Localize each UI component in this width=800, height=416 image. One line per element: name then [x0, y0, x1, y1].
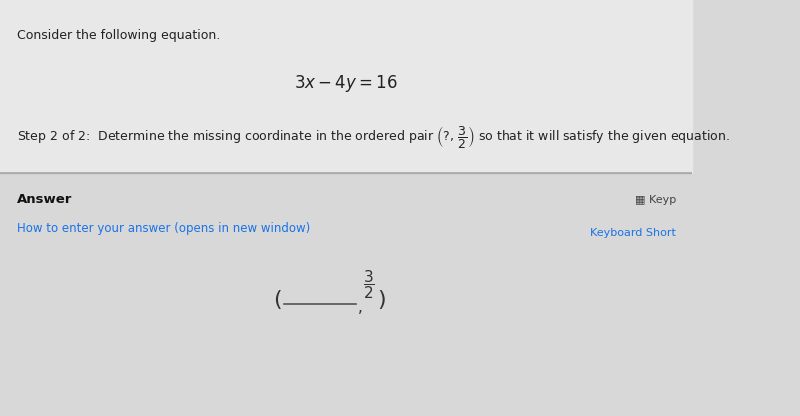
Text: (: (	[273, 290, 282, 310]
Text: Step 2 of 2:  Determine the missing coordinate in the ordered pair $\left(?,\,\d: Step 2 of 2: Determine the missing coord…	[18, 124, 730, 150]
Bar	[0, 0, 691, 173]
Text: $3x - 4y = 16$: $3x - 4y = 16$	[294, 73, 398, 94]
Text: Keyboard Short: Keyboard Short	[590, 228, 676, 238]
Text: Consider the following equation.: Consider the following equation.	[18, 29, 221, 42]
Text: $\dfrac{3}{2}$: $\dfrac{3}{2}$	[363, 269, 374, 301]
Text: Answer: Answer	[18, 193, 73, 206]
Text: ▦ Keyp: ▦ Keyp	[635, 195, 676, 205]
Text: ): )	[377, 290, 386, 310]
Text: ,: ,	[358, 300, 363, 315]
Text: How to enter your answer (opens in new window): How to enter your answer (opens in new w…	[18, 222, 310, 235]
